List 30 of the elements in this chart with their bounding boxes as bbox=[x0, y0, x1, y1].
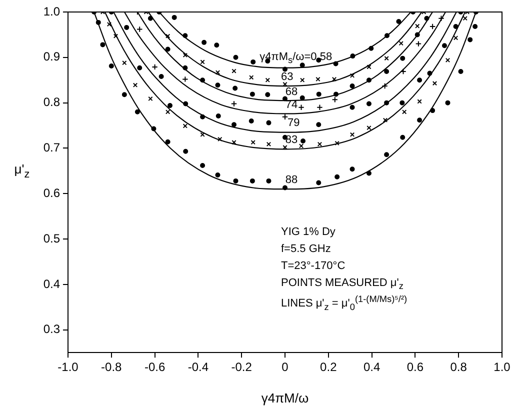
annotation: T=23°-170°C bbox=[281, 260, 346, 274]
x-tick-label: -0.4 bbox=[188, 360, 209, 374]
x-tick-label: -0.6 bbox=[144, 360, 166, 374]
x-tick-label: -0.2 bbox=[231, 360, 252, 374]
y-tick-label: 0.5 bbox=[43, 231, 60, 246]
y-tick-label: 1.0 bbox=[43, 4, 60, 18]
x-tick-label: 0 bbox=[282, 360, 289, 374]
x-tick-label: -1.0 bbox=[58, 360, 79, 374]
y-tick-label: 0.3 bbox=[43, 322, 60, 336]
annotation: 88 bbox=[285, 174, 298, 188]
y-tick-label: 0.9 bbox=[43, 50, 60, 64]
y-tick-label: 0.4 bbox=[43, 276, 60, 291]
annotation: γ4πM$_{s}$/ω=0.58 bbox=[260, 50, 332, 66]
y-tick-label: 0.6 bbox=[43, 186, 60, 200]
x-tick-label: 0.8 bbox=[450, 360, 468, 374]
annotation: YIG 1% Dy bbox=[281, 226, 336, 240]
x-tick-label: 0.4 bbox=[363, 360, 380, 374]
x-tick-label: -0.8 bbox=[101, 360, 122, 374]
annotation: 68 bbox=[285, 85, 298, 99]
annotation: f=5.5 GHz bbox=[281, 243, 331, 256]
y-tick-label: 0.7 bbox=[43, 140, 60, 155]
annotation: 79 bbox=[288, 117, 300, 130]
x-tick-label: 0.2 bbox=[320, 360, 338, 374]
y-tick-label: 0.8 bbox=[43, 95, 60, 110]
annotation: POINTS MEASURED μ'$_{z}$ bbox=[281, 277, 404, 292]
x-tick-label: 1.0 bbox=[494, 360, 511, 374]
annotation: 63 bbox=[281, 70, 294, 84]
y-axis-title: μ'$_{z}$ bbox=[14, 162, 30, 180]
x-tick-label: 0.6 bbox=[406, 360, 424, 374]
x-axis-title: γ4πM/ω bbox=[261, 390, 309, 406]
